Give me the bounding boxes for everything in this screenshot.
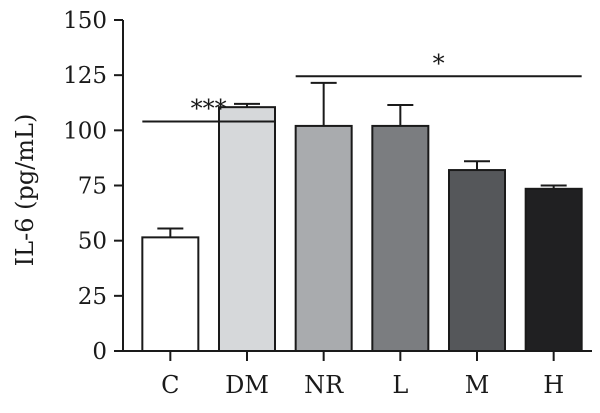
bar xyxy=(448,169,506,352)
bar xyxy=(141,236,200,353)
significance-label: * xyxy=(433,49,445,77)
x-tick-label: M xyxy=(465,371,490,399)
bar xyxy=(218,106,276,352)
bar xyxy=(294,124,353,352)
y-tick-label: 25 xyxy=(78,284,107,310)
x-tick-label: NR xyxy=(304,371,344,399)
y-tick-label: 0 xyxy=(92,339,107,365)
x-tick-label: C xyxy=(161,371,179,399)
y-tick-label: 150 xyxy=(63,8,107,34)
y-tick-label: 75 xyxy=(78,174,107,200)
y-tick-label: 50 xyxy=(78,229,107,255)
significance-label: *** xyxy=(191,95,227,123)
y-axis-label: IL-6 (pg/mL) xyxy=(11,114,39,267)
y-tick-label: 100 xyxy=(63,118,107,144)
bar xyxy=(371,124,430,352)
y-tick-label: 125 xyxy=(63,63,107,89)
x-tick-label: DM xyxy=(225,371,269,399)
x-tick-label: H xyxy=(543,371,564,399)
bar xyxy=(524,187,583,352)
x-tick-label: L xyxy=(392,371,408,399)
